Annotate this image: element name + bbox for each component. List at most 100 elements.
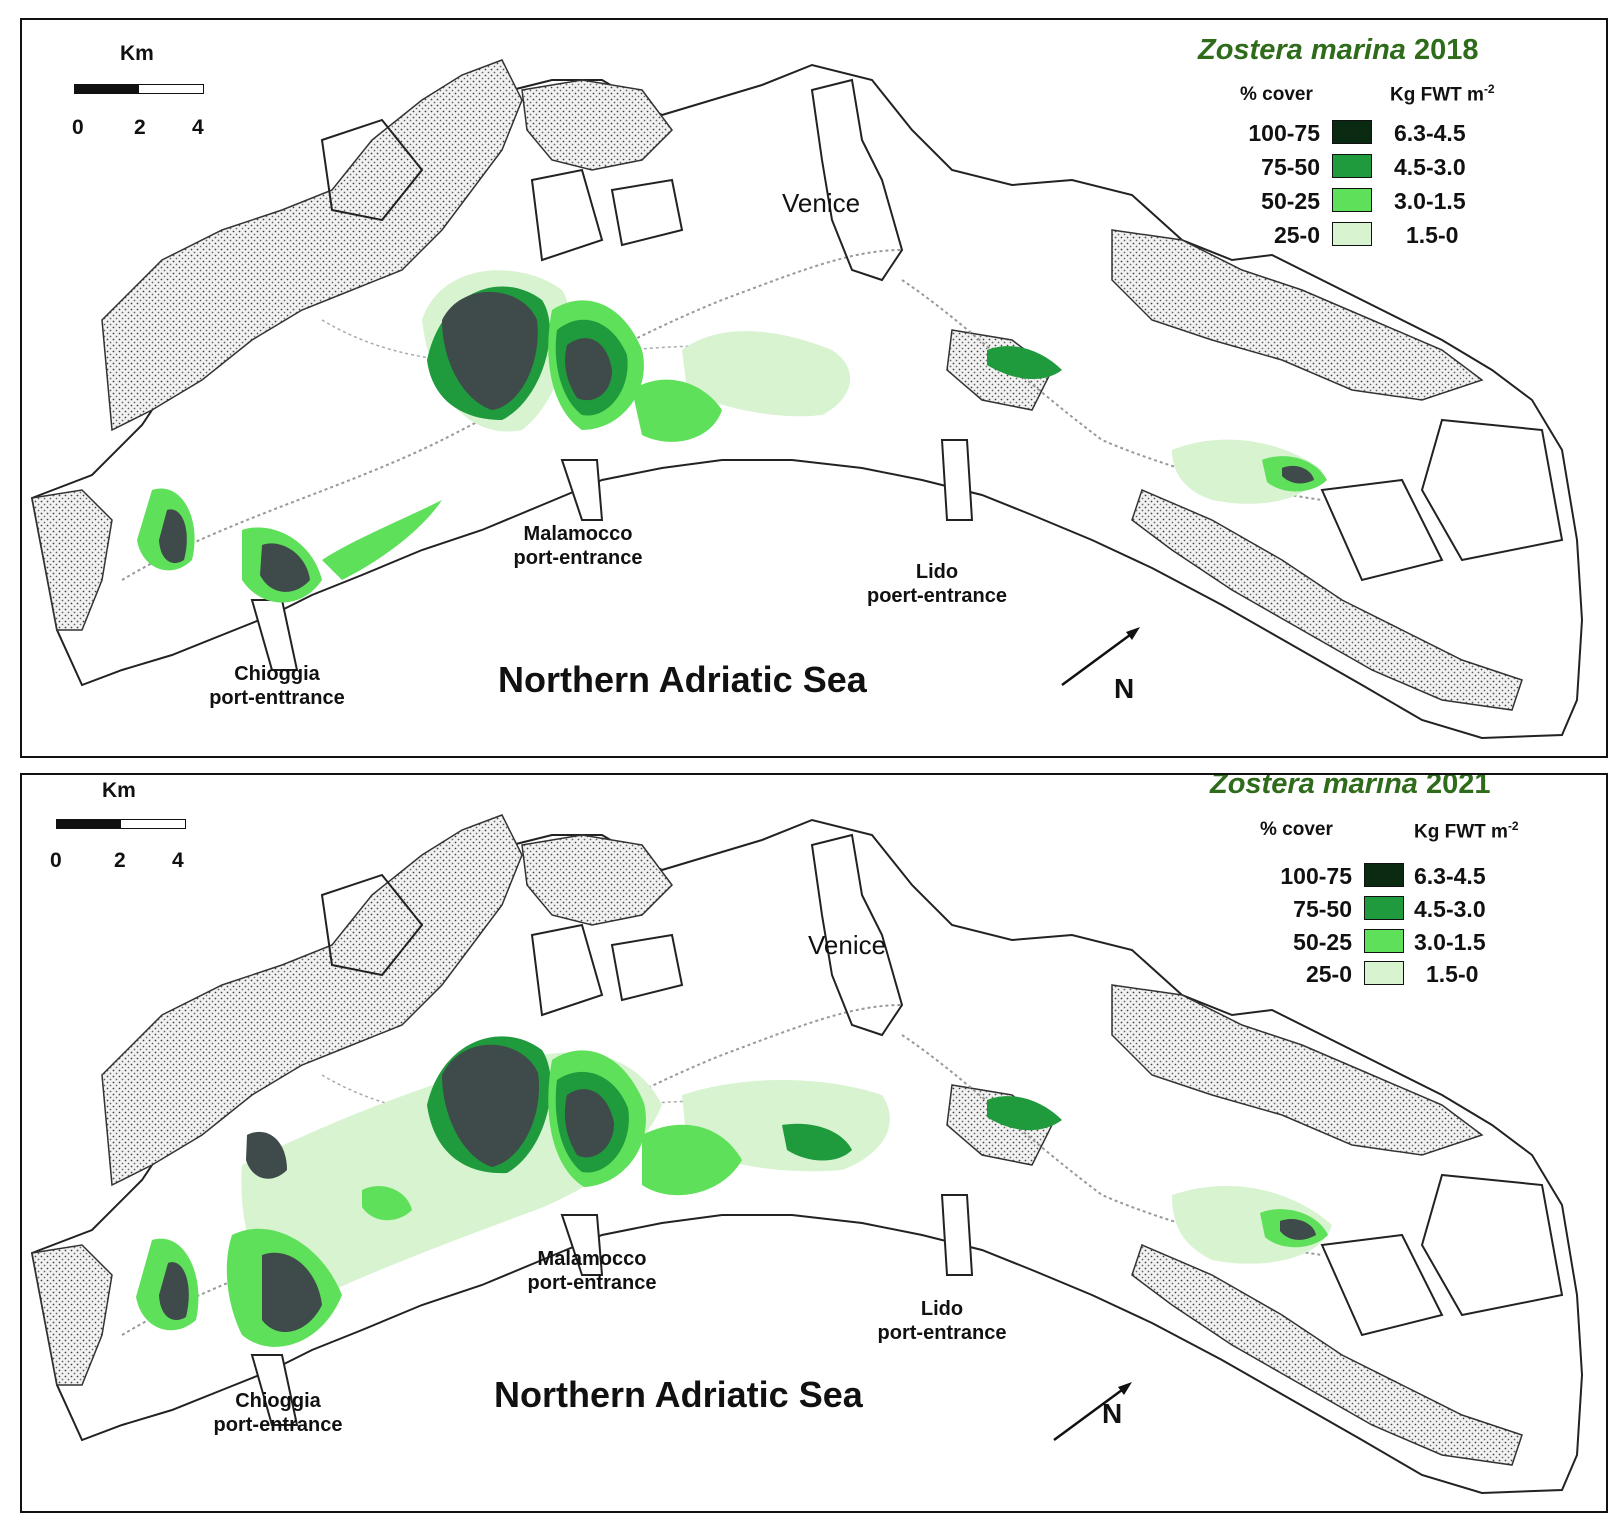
- legend-cover: 100-75: [1280, 863, 1352, 889]
- legend-header-biomass: Kg FWT m-2: [1390, 82, 1495, 106]
- seagrass-cover-100-75: [159, 1262, 189, 1321]
- title-species: Zostera marina: [1198, 34, 1406, 66]
- map-title: Zostera marina 2018: [1198, 34, 1479, 67]
- seagrass-cover-100-75: [442, 291, 538, 410]
- place-label-malamocco: Malamocco port-entrance: [512, 1247, 672, 1295]
- place-label-venice: Venice: [808, 930, 887, 960]
- place-label-malamocco: Malamocco port-entrance: [498, 522, 658, 570]
- chioggia-inlet: [250, 1354, 299, 1426]
- scale-tick: 2: [114, 849, 126, 872]
- fish-farm: [610, 178, 684, 247]
- legend-biomass: 1.5-0: [1406, 222, 1459, 248]
- fish-farm: [610, 933, 684, 1002]
- legend-swatch: [1332, 154, 1372, 178]
- legend-cover: 25-0: [1305, 961, 1352, 987]
- legend-header-biomass-exponent: -2: [1507, 819, 1519, 833]
- seagrass-cover-50-25: [322, 500, 442, 580]
- legend-row: 100-75 6.3-4.5: [1222, 120, 1532, 146]
- legend-cover: 25-0: [1273, 222, 1320, 248]
- marsh-area: [31, 489, 113, 631]
- legend-cover: 50-25: [1293, 929, 1352, 955]
- map-panel-2018: Zostera marina 2018 % cover Kg FWT m-2 1…: [20, 18, 1608, 758]
- lagoon-map-2018: [30, 59, 1584, 740]
- scale-tick: 4: [192, 116, 204, 139]
- place-label-chioggia: Chioggia port-entrance: [198, 1389, 358, 1437]
- legend-biomass: 4.5-3.0: [1414, 896, 1486, 922]
- legend-row: 50-25 3.0-1.5: [1246, 929, 1556, 955]
- north-arrow-head-icon: [1118, 1382, 1132, 1395]
- legend-header-cover: % cover: [1260, 819, 1333, 840]
- legend-cover: 100-75: [1248, 120, 1320, 146]
- venice-city: [810, 833, 904, 1037]
- place-label-line: port-entrance: [213, 1414, 343, 1436]
- north-arrow-icon: [1061, 630, 1135, 687]
- scale-bar: [56, 819, 186, 829]
- legend-biomass: 3.0-1.5: [1394, 188, 1466, 214]
- place-label-line: Chioggia: [235, 1390, 321, 1412]
- sea-label: Northern Adriatic Sea: [498, 659, 867, 700]
- place-label-line: port-entrance: [527, 1272, 657, 1294]
- place-label-lido: Lido poert-entrance: [852, 560, 1022, 608]
- seagrass-cover-75-50: [987, 346, 1062, 380]
- seagrass-cover-100-75: [260, 543, 310, 592]
- marsh-area: [946, 1084, 1053, 1166]
- sea-label: Northern Adriatic Sea: [494, 1374, 863, 1415]
- marsh-area: [521, 834, 673, 926]
- marsh-area: [101, 814, 523, 1187]
- north-label: N: [1102, 1398, 1123, 1429]
- legend-row: 75-50 4.5-3.0: [1222, 154, 1532, 180]
- north-arrow-icon: [1053, 1385, 1127, 1442]
- place-label-line: Malamocco: [537, 1248, 647, 1270]
- fish-farm: [320, 118, 424, 222]
- marsh-area: [1131, 1243, 1523, 1466]
- seagrass-cover-50-25: [642, 1124, 742, 1196]
- seagrass-cover-100-75: [246, 1131, 287, 1179]
- legend-swatch: [1364, 929, 1404, 953]
- fish-farm: [1320, 478, 1444, 582]
- seagrass-cover-50-25: [362, 1186, 412, 1221]
- marsh-area: [1111, 229, 1484, 401]
- scale-tick: 0: [50, 849, 62, 872]
- malamocco-inlet: [560, 459, 604, 521]
- seagrass-cover-100-75: [159, 509, 187, 564]
- place-label-line: Chioggia: [234, 663, 320, 685]
- place-label-line: port-entrance: [513, 547, 643, 569]
- legend-row: 50-25 3.0-1.5: [1222, 188, 1532, 214]
- place-label-line: port-enttrance: [209, 687, 345, 709]
- fish-farm: [1420, 418, 1564, 562]
- malamocco-inlet: [560, 1214, 604, 1276]
- scale-tick: 2: [134, 116, 146, 139]
- legend-row: 25-0 1.5-0: [1246, 961, 1556, 987]
- legend-swatch: [1332, 222, 1372, 246]
- place-label-chioggia: Chioggia port-enttrance: [192, 662, 362, 710]
- legend-biomass: 6.3-4.5: [1394, 120, 1466, 146]
- marsh-area: [101, 59, 523, 432]
- legend-biomass: 1.5-0: [1426, 961, 1479, 987]
- legend-biomass: 4.5-3.0: [1394, 154, 1466, 180]
- map-title: Zostera marina 2021: [1210, 775, 1491, 801]
- venice-city: [810, 78, 904, 282]
- legend-row: 25-0 1.5-0: [1222, 222, 1532, 248]
- legend-header-biomass: Kg FWT m-2: [1414, 819, 1519, 843]
- scale-bar-fill: [75, 85, 139, 93]
- channel: [121, 249, 903, 581]
- seagrass-cover-50-25: [632, 379, 722, 442]
- scale-tick: 0: [72, 116, 84, 139]
- legend-header-biomass-text: Kg FWT m: [1390, 84, 1484, 106]
- legend-row: 75-50 4.5-3.0: [1246, 896, 1556, 922]
- seagrass-cover-100-75: [564, 1089, 614, 1158]
- fish-farm: [530, 923, 604, 1017]
- lido-inlet: [940, 1194, 974, 1276]
- place-label-line: port-entrance: [877, 1322, 1007, 1344]
- seagrass-cover-75-50: [987, 1096, 1062, 1131]
- legend-biomass: 3.0-1.5: [1414, 929, 1486, 955]
- place-label-line: Malamocco: [523, 523, 633, 545]
- seagrass-cover-100-75: [1280, 1218, 1316, 1240]
- marsh-area: [521, 79, 673, 171]
- legend-cover: 75-50: [1293, 896, 1352, 922]
- legend-header-biomass-exponent: -2: [1483, 82, 1495, 96]
- legend-row: 100-75 6.3-4.5: [1246, 863, 1556, 889]
- place-label-lido: Lido port-entrance: [862, 1297, 1022, 1345]
- scale-tick: 4: [172, 849, 184, 872]
- marsh-area: [1111, 984, 1484, 1156]
